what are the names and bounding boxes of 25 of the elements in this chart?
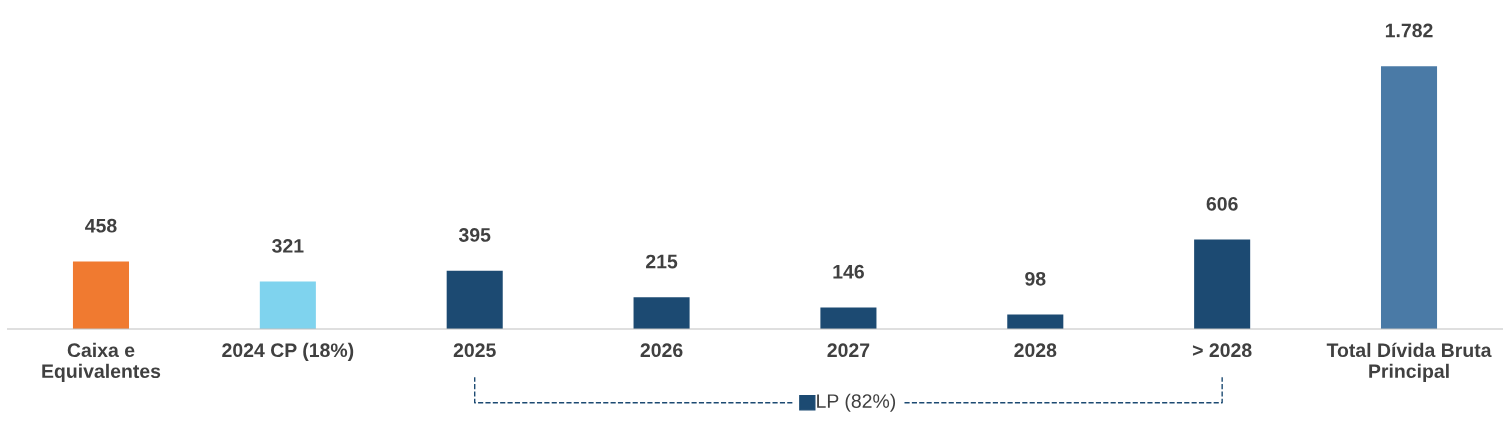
x-tick-label: 2026: [640, 343, 683, 358]
bar: [1194, 239, 1251, 329]
text: LP (82%): [817, 393, 896, 412]
data-label: 606: [1206, 196, 1238, 211]
bar: [446, 270, 503, 329]
x-tick-label: 2024 CP (18%): [222, 342, 354, 361]
data-label: 215: [646, 254, 678, 269]
data-label: 146: [833, 264, 864, 279]
x-tick-label: 2025: [453, 343, 496, 358]
data-label: 321: [272, 239, 304, 253]
data-label: 395: [458, 228, 491, 242]
bar: [259, 281, 316, 329]
bar: [1380, 66, 1438, 329]
bar: [72, 261, 130, 329]
x-tick-label: Caixa e Equivalentes: [42, 342, 161, 382]
x-tick-label: 2027: [827, 343, 870, 358]
bar: [633, 297, 690, 329]
data-label: 458: [85, 218, 117, 233]
bar: [1007, 314, 1064, 329]
data-label: 1.782: [1385, 23, 1433, 38]
x-tick-label: 2028: [1014, 343, 1057, 358]
x-tick-label: > 2028: [1192, 343, 1252, 358]
bar: [820, 307, 877, 329]
data-label: 98: [1025, 271, 1046, 286]
x-tick-label: Total Dívida Bruta Principal: [1326, 342, 1492, 382]
